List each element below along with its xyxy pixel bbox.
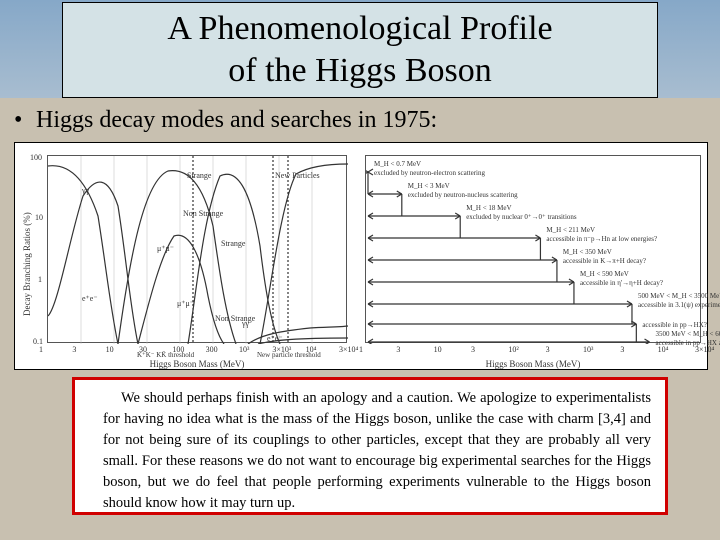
- xtick: 1: [359, 345, 363, 354]
- step-label-top: 500 MeV < M_H < 3500 MeV: [638, 293, 720, 301]
- footnote: K⁺K⁻ KK̄ threshold: [137, 351, 194, 359]
- xtick: 10⁴: [658, 345, 669, 354]
- left-chart-ylabel: Decay Branching Ratios (%): [22, 196, 32, 316]
- step-label-bottom: accessible in π⁻p→Hn at low energies?: [546, 236, 657, 244]
- quote-box: We should perhaps finish with an apology…: [72, 377, 668, 515]
- xtick: 10²: [508, 345, 518, 354]
- left-chart-svg: [48, 156, 348, 344]
- xtick: 1: [39, 345, 43, 354]
- figure-area: Decay Branching Ratios (%): [14, 142, 708, 370]
- step-label-top: M_H < 0.7 MeV: [374, 161, 421, 169]
- step-label-bottom: excluded by neutron-electron scattering: [374, 170, 485, 178]
- bullet-marker: •: [14, 107, 36, 134]
- region-label: γγ: [242, 319, 249, 328]
- step-label-top: M_H < 3 MeV: [408, 183, 450, 191]
- step-label-top: M_H < 211 MeV: [546, 227, 595, 235]
- ytick: 10: [35, 213, 43, 222]
- xtick: 3: [620, 345, 624, 354]
- bullet-text: Higgs decay modes and searches in 1975:: [36, 107, 437, 133]
- step-label-bottom: excluded by neutron-nucleus scattering: [408, 192, 518, 200]
- region-label: γγ: [82, 186, 89, 195]
- region-label: Non Strange: [183, 209, 223, 218]
- region-label: Strange: [187, 171, 211, 180]
- xtick: 3: [471, 345, 475, 354]
- xtick: 3×10⁴: [695, 345, 714, 354]
- region-label: New Particles: [275, 171, 320, 180]
- footnote: New particle threshold: [257, 351, 321, 359]
- xtick: 10: [106, 345, 114, 354]
- left-chart-plot: [47, 155, 347, 343]
- step-label-top: M_H < 350 MeV: [563, 249, 612, 257]
- title-box: A Phenomenological Profile of the Higgs …: [62, 2, 658, 98]
- region-label: Non Strange: [215, 314, 255, 323]
- region-label: e⁺e⁻: [82, 294, 98, 303]
- exclusion-step-chart: M_H < 0.7 MeVexcluded by neutron-electro…: [357, 143, 709, 371]
- step-label-top: 3500 MeV < M_H < 6000 MeV: [656, 331, 720, 339]
- right-chart-xlabel: Higgs Boson Mass (MeV): [365, 359, 701, 369]
- step-label-top: M_H < 18 MeV: [466, 205, 511, 213]
- quote-text: We should perhaps finish with an apology…: [103, 388, 651, 514]
- xtick: 10: [434, 345, 442, 354]
- region-label: e⁺e⁻: [267, 334, 283, 343]
- region-label: μ⁺μ⁻: [157, 244, 174, 253]
- step-label-bottom: accessible in pp→HX?: [642, 322, 707, 330]
- xtick: 3: [546, 345, 550, 354]
- step-label-top: M_H < 590 MeV: [580, 271, 629, 279]
- ytick: 1: [38, 275, 42, 284]
- bullet-row: •Higgs decay modes and searches in 1975:: [14, 107, 706, 134]
- step-label-bottom: accessible in η'→η+H decay?: [580, 280, 663, 288]
- xtick: 3: [396, 345, 400, 354]
- region-label: Strange: [221, 239, 245, 248]
- region-label: μ⁺μ⁻: [177, 299, 194, 308]
- ytick: 100: [30, 153, 42, 162]
- step-label-bottom: accessible in K→π+H decay?: [563, 258, 646, 266]
- xtick: 10³: [583, 345, 593, 354]
- xtick: 10³: [239, 345, 249, 354]
- xtick: 3×10⁴: [339, 345, 358, 354]
- step-label-bottom: accessible in 3.1(ψ) experiment??: [638, 302, 720, 310]
- right-chart-plot: M_H < 0.7 MeVexcluded by neutron-electro…: [365, 155, 701, 343]
- branching-ratio-chart: Decay Branching Ratios (%): [15, 143, 357, 371]
- title-line-1: A Phenomenological Profile: [167, 8, 552, 51]
- step-label-bottom: excluded by nuclear 0⁺→0⁺ transitions: [466, 214, 576, 222]
- left-chart-xlabel: Higgs Boson Mass (MeV): [47, 359, 347, 369]
- xtick: 3: [72, 345, 76, 354]
- xtick: 300: [206, 345, 218, 354]
- title-line-2: of the Higgs Boson: [228, 50, 492, 93]
